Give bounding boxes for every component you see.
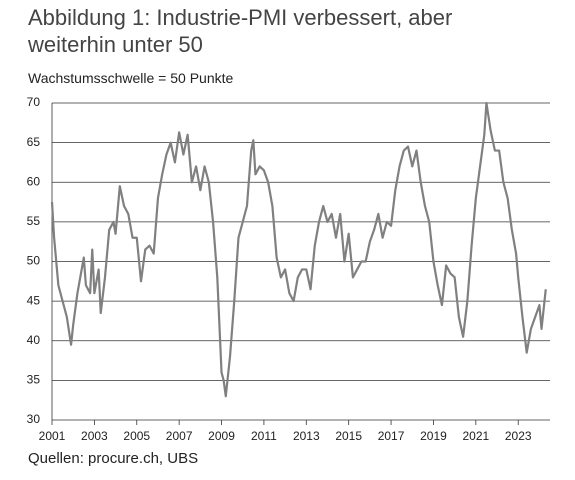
- x-tick-label: 2011: [251, 429, 277, 443]
- y-tick-label: 70: [27, 95, 41, 109]
- y-tick-label: 50: [27, 254, 41, 268]
- x-tick-label: 2021: [462, 429, 489, 443]
- x-tick-label: 2015: [335, 429, 362, 443]
- chart-title: Abbildung 1: Industrie-PMI verbessert, a…: [28, 5, 453, 57]
- x-tick-label: 2023: [505, 429, 532, 443]
- x-tick-label: 2017: [378, 429, 405, 443]
- y-tick-label: 65: [27, 135, 41, 149]
- chart-subtitle: Wachstumsschwelle = 50 Punkte: [28, 70, 234, 86]
- y-tick-label: 40: [27, 333, 41, 347]
- y-tick-label: 55: [27, 214, 41, 228]
- pmi-line: [50, 101, 547, 398]
- x-tick-label: 2001: [39, 429, 66, 443]
- chart-source: Quellen: procure.ch, UBS: [28, 450, 199, 467]
- y-tick-label: 60: [27, 174, 41, 188]
- x-tick-label: 2019: [420, 429, 447, 443]
- x-tick-label: 2005: [123, 429, 150, 443]
- x-tick-label: 2013: [293, 429, 320, 443]
- x-tick-label: 2003: [81, 429, 108, 443]
- y-tick-label: 45: [27, 293, 41, 307]
- x-tick-label: 2007: [166, 429, 193, 443]
- x-tick-label: 2009: [208, 429, 235, 443]
- y-tick-label: 30: [27, 412, 41, 426]
- y-tick-label: 35: [27, 373, 41, 387]
